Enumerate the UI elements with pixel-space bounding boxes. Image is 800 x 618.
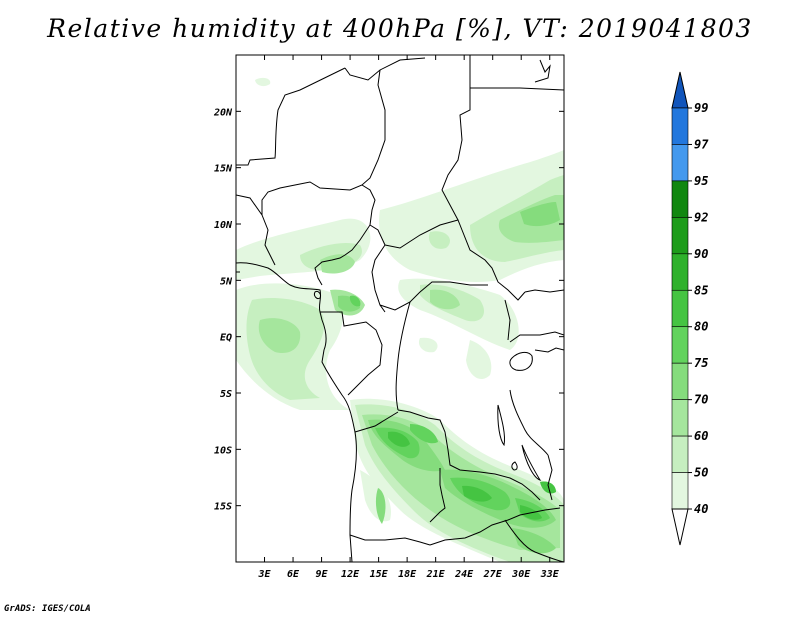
colorbar-box [671,362,689,400]
colorbar-box [671,289,689,328]
colorbar: 99 97 95 92 90 85 80 75 70 60 50 40 [671,71,709,546]
lon-tick-label: 9E [316,569,329,580]
colorbar-label: 85 [694,283,708,297]
lon-tick-label: 6E [287,569,300,580]
colorbar-box [671,217,689,255]
lat-tick-label: 5S [220,389,232,400]
lat-tick-label: 15N [214,164,233,175]
lon-tick-label: 15E [370,569,389,580]
colorbar-box [671,180,689,218]
colorbar-label: 60 [694,429,708,443]
colorbar-label: 80 [694,320,708,334]
lon-tick-label: 21E [426,569,446,580]
colorbar-label: 50 [694,466,708,480]
lon-tick-label: 24E [454,569,474,580]
lat-tick-label: 10N [214,220,233,231]
colorbar-label: 70 [694,393,708,407]
lat-tick-label: 15S [214,502,232,513]
colorbar-box [671,472,689,510]
country-boundaries [236,55,564,562]
colorbar-box [671,435,689,473]
colorbar-label: 92 [694,210,708,224]
colorbar-label: 97 [694,137,709,151]
lon-tick-label: 3E [257,569,271,580]
colorbar-label: 75 [694,356,708,370]
lon-tick-label: 18E [398,569,417,580]
colorbar-label: 99 [694,101,708,115]
map-title: Relative humidity at 400hPa [%], VT: 201… [47,14,753,43]
humidity-level-80 [388,431,556,520]
colorbar-label: 90 [694,247,708,261]
colorbar-box [671,107,689,145]
lat-tick-label: EQ [220,333,232,344]
lon-tick-label: 33E [540,569,560,580]
colorbar-box [671,399,689,437]
lat-tick-label: 10S [214,445,232,456]
colorbar-box [671,326,689,364]
grads-credit: GrADS: IGES/COLA [4,604,91,614]
lat-tick-label: 5N [220,276,233,287]
lakes [314,291,542,481]
axis-ticks: 20N 15N 10N 5N EQ 5S 10S 15S 3E 6E 9E 12E 15E 18E 21E 2… [213,55,564,580]
plot-frame [235,54,565,563]
lat-tick-label: 20N [213,107,233,118]
colorbar-box [671,253,689,291]
colorbar-label: 95 [694,174,708,188]
colorbar-bottom-arrow [671,508,689,546]
humidity-shading [236,77,564,562]
colorbar-box [671,144,689,182]
colorbar-label: 40 [694,502,708,516]
lon-tick-label: 12E [341,569,360,580]
colorbar-top-arrow [671,71,689,109]
lon-tick-label: 27E [483,569,503,580]
lon-tick-label: 30E [511,569,531,580]
